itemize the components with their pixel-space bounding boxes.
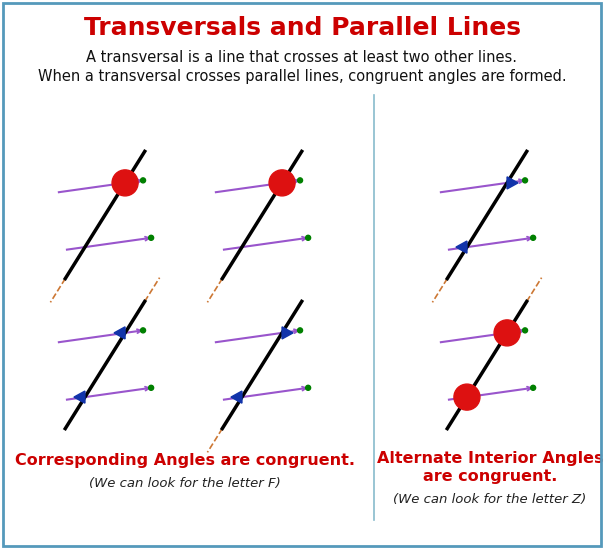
Text: Corresponding Angles are congruent.: Corresponding Angles are congruent. (15, 453, 355, 468)
Circle shape (298, 328, 303, 333)
Polygon shape (507, 177, 518, 189)
Circle shape (112, 170, 138, 196)
Text: Alternate Interior Angles: Alternate Interior Angles (377, 451, 603, 466)
Circle shape (149, 385, 153, 390)
Circle shape (306, 236, 310, 240)
Text: Transversals and Parallel Lines: Transversals and Parallel Lines (83, 16, 521, 40)
Circle shape (141, 178, 146, 183)
Text: are congruent.: are congruent. (423, 468, 557, 484)
Circle shape (522, 328, 527, 333)
Circle shape (298, 178, 303, 183)
Circle shape (306, 385, 310, 390)
Polygon shape (114, 327, 125, 339)
Circle shape (141, 328, 146, 333)
Text: When a transversal crosses parallel lines, congruent angles are formed.: When a transversal crosses parallel line… (37, 69, 567, 83)
Polygon shape (456, 241, 467, 253)
Circle shape (269, 170, 295, 196)
Text: (We can look for the letter Z): (We can look for the letter Z) (393, 494, 586, 507)
Polygon shape (231, 391, 242, 403)
Circle shape (522, 178, 527, 183)
Text: A transversal is a line that crosses at least two other lines.: A transversal is a line that crosses at … (86, 51, 518, 65)
Text: (We can look for the letter F): (We can look for the letter F) (89, 477, 281, 490)
Circle shape (494, 320, 520, 346)
Circle shape (531, 385, 536, 390)
Circle shape (149, 236, 153, 240)
Polygon shape (74, 391, 85, 403)
Polygon shape (282, 327, 293, 339)
Circle shape (454, 384, 480, 410)
Circle shape (531, 236, 536, 240)
